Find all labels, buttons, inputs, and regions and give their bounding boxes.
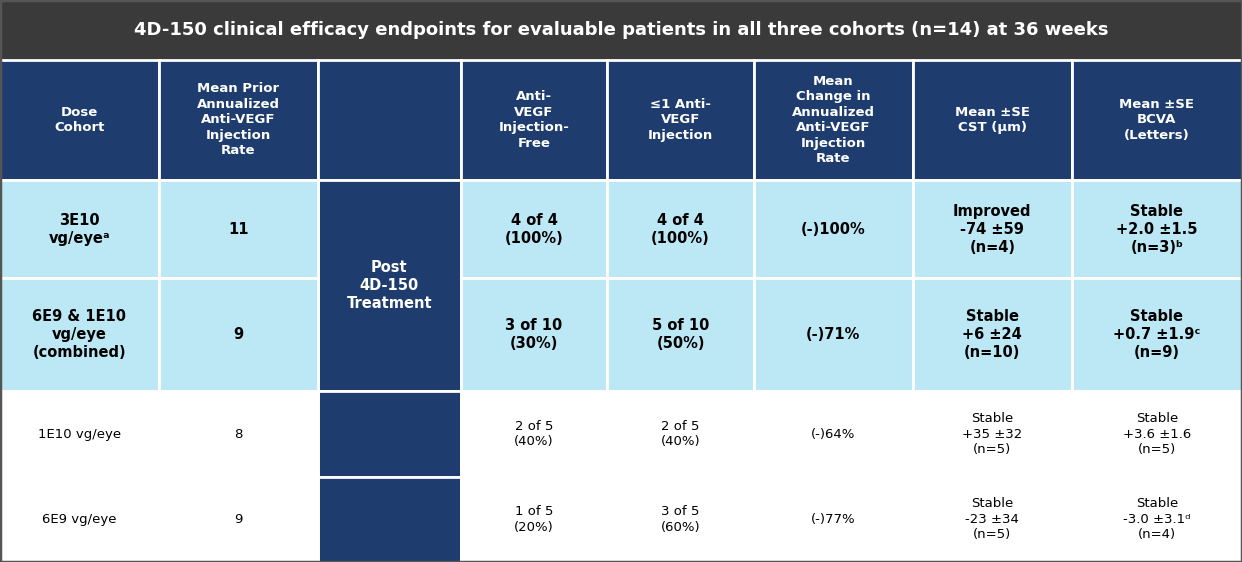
- FancyBboxPatch shape: [1072, 60, 1242, 180]
- Text: Mean ±SE
CST (μm): Mean ±SE CST (μm): [955, 106, 1030, 134]
- FancyBboxPatch shape: [318, 477, 461, 562]
- FancyBboxPatch shape: [461, 278, 607, 391]
- Text: 1E10 vg/eye: 1E10 vg/eye: [39, 428, 120, 441]
- FancyBboxPatch shape: [754, 60, 913, 180]
- Text: Mean ±SE
BCVA
(Letters): Mean ±SE BCVA (Letters): [1119, 98, 1195, 142]
- FancyBboxPatch shape: [607, 180, 754, 278]
- Text: (-)71%: (-)71%: [806, 327, 861, 342]
- Text: (-)100%: (-)100%: [801, 221, 866, 237]
- Text: Stable
+0.7 ±1.9ᶜ
(n=9): Stable +0.7 ±1.9ᶜ (n=9): [1113, 309, 1201, 360]
- Text: (-)64%: (-)64%: [811, 428, 856, 441]
- FancyBboxPatch shape: [607, 391, 754, 477]
- FancyBboxPatch shape: [913, 391, 1072, 477]
- Text: 4 of 4
(100%): 4 of 4 (100%): [504, 212, 564, 246]
- Text: 9: 9: [235, 513, 242, 526]
- Text: 3E10
vg/eyeᵃ: 3E10 vg/eyeᵃ: [48, 212, 111, 246]
- Text: Anti-
VEGF
Injection-
Free: Anti- VEGF Injection- Free: [498, 90, 570, 149]
- Text: 2 of 5
(40%): 2 of 5 (40%): [514, 420, 554, 448]
- Text: Mean
Change in
Annualized
Anti-VEGF
Injection
Rate: Mean Change in Annualized Anti-VEGF Inje…: [792, 75, 874, 165]
- Text: Stable
+35 ±32
(n=5): Stable +35 ±32 (n=5): [963, 412, 1022, 456]
- FancyBboxPatch shape: [1072, 391, 1242, 477]
- FancyBboxPatch shape: [754, 180, 913, 278]
- Text: Stable
+6 ±24
(n=10): Stable +6 ±24 (n=10): [963, 309, 1022, 360]
- FancyBboxPatch shape: [0, 391, 159, 477]
- FancyBboxPatch shape: [318, 391, 461, 477]
- FancyBboxPatch shape: [0, 278, 159, 391]
- Text: Stable
+2.0 ±1.5
(n=3)ᵇ: Stable +2.0 ±1.5 (n=3)ᵇ: [1117, 203, 1197, 255]
- FancyBboxPatch shape: [0, 0, 1242, 60]
- FancyBboxPatch shape: [607, 278, 754, 391]
- FancyBboxPatch shape: [461, 391, 607, 477]
- FancyBboxPatch shape: [607, 60, 754, 180]
- Text: Dose
Cohort: Dose Cohort: [55, 106, 104, 134]
- Text: 8: 8: [235, 428, 242, 441]
- Text: 6E9 vg/eye: 6E9 vg/eye: [42, 513, 117, 526]
- FancyBboxPatch shape: [0, 180, 159, 278]
- Text: 1 of 5
(20%): 1 of 5 (20%): [514, 505, 554, 534]
- Text: 9: 9: [233, 327, 243, 342]
- FancyBboxPatch shape: [607, 477, 754, 562]
- FancyBboxPatch shape: [159, 60, 318, 180]
- FancyBboxPatch shape: [1072, 278, 1242, 391]
- Text: Stable
-3.0 ±3.1ᵈ
(n=4): Stable -3.0 ±3.1ᵈ (n=4): [1123, 497, 1191, 542]
- Text: 6E9 & 1E10
vg/eye
(combined): 6E9 & 1E10 vg/eye (combined): [32, 309, 127, 360]
- FancyBboxPatch shape: [0, 60, 159, 180]
- Text: 4 of 4
(100%): 4 of 4 (100%): [651, 212, 710, 246]
- Text: Improved
-74 ±59
(n=4): Improved -74 ±59 (n=4): [953, 203, 1032, 255]
- FancyBboxPatch shape: [318, 60, 461, 180]
- FancyBboxPatch shape: [461, 180, 607, 278]
- Text: 4D-150 clinical efficacy endpoints for evaluable patients in all three cohorts (: 4D-150 clinical efficacy endpoints for e…: [134, 21, 1108, 39]
- FancyBboxPatch shape: [159, 391, 318, 477]
- FancyBboxPatch shape: [754, 278, 913, 391]
- Text: 3 of 10
(30%): 3 of 10 (30%): [505, 318, 563, 351]
- FancyBboxPatch shape: [913, 477, 1072, 562]
- Text: Post
4D-150
Treatment: Post 4D-150 Treatment: [347, 260, 432, 311]
- FancyBboxPatch shape: [318, 180, 461, 391]
- FancyBboxPatch shape: [1072, 180, 1242, 278]
- Text: 3 of 5
(60%): 3 of 5 (60%): [661, 505, 700, 534]
- FancyBboxPatch shape: [159, 180, 318, 278]
- FancyBboxPatch shape: [913, 278, 1072, 391]
- FancyBboxPatch shape: [754, 391, 913, 477]
- FancyBboxPatch shape: [0, 477, 159, 562]
- FancyBboxPatch shape: [461, 60, 607, 180]
- Text: ≤1 Anti-
VEGF
Injection: ≤1 Anti- VEGF Injection: [648, 98, 713, 142]
- Text: Mean Prior
Annualized
Anti-VEGF
Injection
Rate: Mean Prior Annualized Anti-VEGF Injectio…: [197, 82, 279, 157]
- FancyBboxPatch shape: [754, 477, 913, 562]
- FancyBboxPatch shape: [159, 278, 318, 391]
- Text: Stable
+3.6 ±1.6
(n=5): Stable +3.6 ±1.6 (n=5): [1123, 412, 1191, 456]
- Text: 5 of 10
(50%): 5 of 10 (50%): [652, 318, 709, 351]
- Text: 11: 11: [229, 221, 248, 237]
- FancyBboxPatch shape: [461, 477, 607, 562]
- FancyBboxPatch shape: [1072, 477, 1242, 562]
- Text: Stable
-23 ±34
(n=5): Stable -23 ±34 (n=5): [965, 497, 1020, 542]
- Text: 2 of 5
(40%): 2 of 5 (40%): [661, 420, 700, 448]
- Text: (-)77%: (-)77%: [811, 513, 856, 526]
- FancyBboxPatch shape: [159, 477, 318, 562]
- FancyBboxPatch shape: [913, 180, 1072, 278]
- FancyBboxPatch shape: [913, 60, 1072, 180]
